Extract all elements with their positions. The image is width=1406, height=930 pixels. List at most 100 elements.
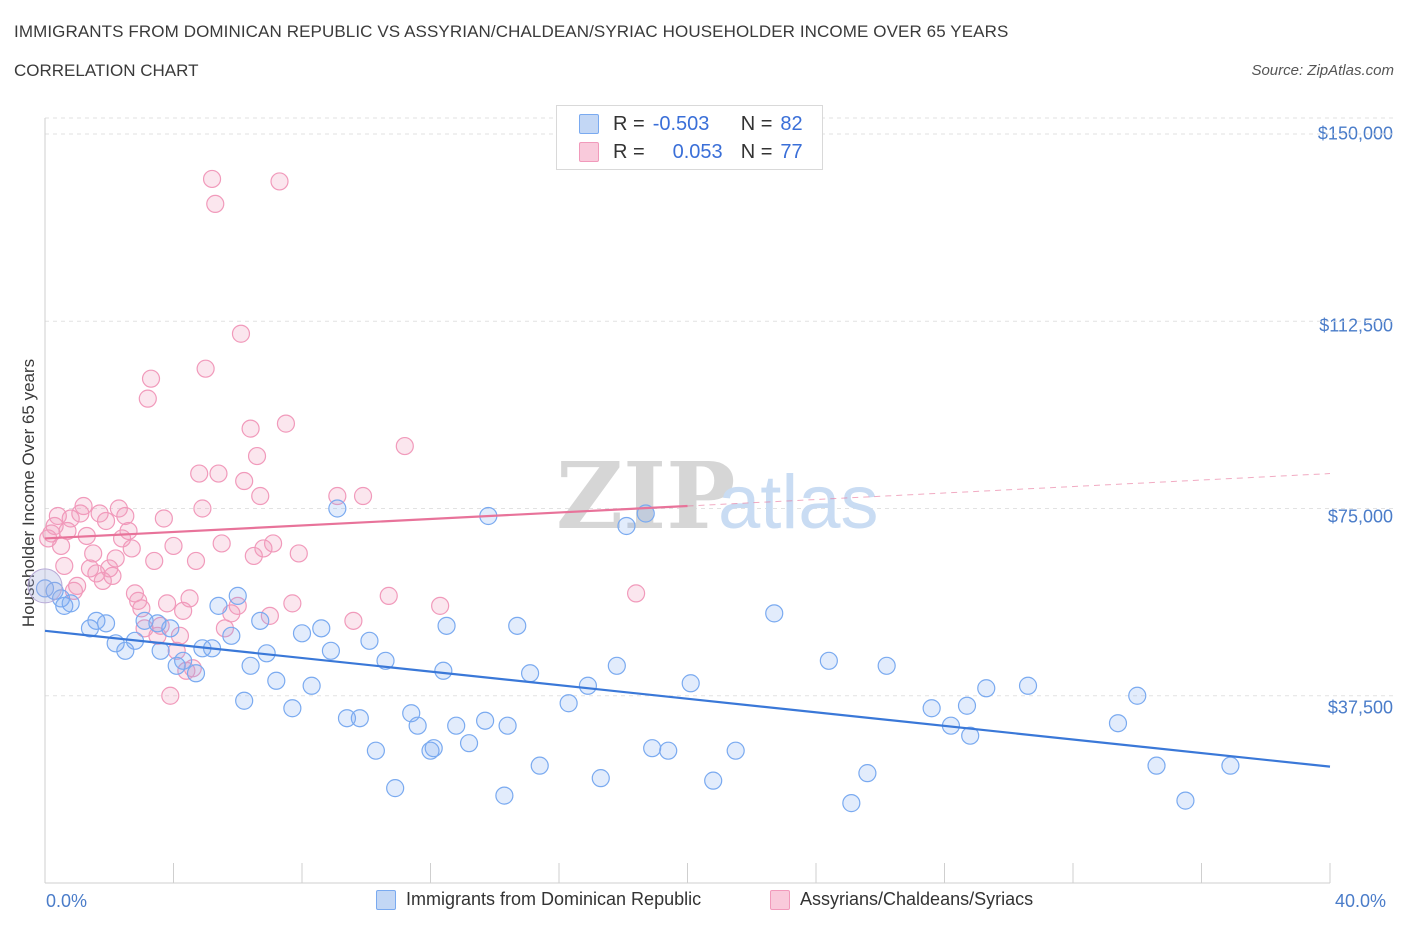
data-point-blue: [459, 734, 479, 753]
data-point-blue: [292, 624, 312, 643]
data-point-pink: [289, 544, 308, 563]
data-point-pink: [122, 539, 141, 558]
data-point-blue: [877, 656, 896, 675]
data-point-blue: [424, 739, 443, 758]
data-point-pink: [180, 589, 199, 608]
legend-row-blue: R = -0.503 N = 82: [579, 111, 803, 137]
data-point-blue: [116, 641, 135, 660]
data-point-pink: [251, 486, 270, 506]
data-point-pink: [254, 539, 273, 558]
data-point-pink: [103, 566, 122, 586]
legend-r-label: R =: [613, 112, 645, 135]
data-point-pink: [212, 534, 231, 553]
data-point-blue: [209, 596, 228, 615]
bottom-legend-blue: Immigrants from Dominican Republic: [376, 889, 701, 910]
data-point-blue: [337, 709, 357, 728]
data-point-blue: [681, 674, 700, 693]
legend-n-value: 77: [780, 140, 803, 163]
data-point-blue: [302, 676, 321, 695]
data-point-pink: [270, 172, 289, 191]
legend-swatch-blue: [579, 114, 599, 134]
data-point-pink: [193, 499, 212, 518]
data-point-blue: [1221, 756, 1240, 775]
legend-row-pink: R = 0.053 N = 77: [579, 139, 803, 165]
data-point-pink: [96, 511, 116, 531]
legend-n-label: N =: [740, 112, 773, 135]
legend-r-value: -0.503: [652, 112, 710, 135]
data-point-pink: [353, 486, 373, 506]
chart-title: IMMIGRANTS FROM DOMINICAN REPUBLIC VS AS…: [14, 22, 1009, 41]
data-point-blue: [495, 786, 514, 805]
data-point-pink: [626, 584, 646, 603]
data-point-pink: [215, 619, 234, 638]
data-point-blue: [476, 711, 495, 730]
y-tick-label: $150,000: [1317, 123, 1393, 144]
data-point-blue: [328, 499, 347, 518]
data-point-blue: [659, 741, 678, 760]
data-point-blue: [376, 651, 395, 670]
data-point-pink: [116, 506, 135, 526]
data-point-blue: [498, 716, 517, 735]
data-point-blue: [447, 716, 466, 735]
legend-r-label: R =: [613, 140, 645, 163]
data-point-pink: [55, 556, 74, 576]
legend-n-label: N =: [740, 140, 773, 163]
data-point-pink: [328, 486, 347, 506]
data-point-blue: [591, 769, 610, 788]
data-point-pink: [263, 534, 283, 553]
data-point-blue: [61, 594, 80, 613]
legend-series-name: Immigrants from Dominican Republic: [406, 889, 702, 909]
data-point-blue: [578, 676, 598, 695]
data-point-blue: [222, 626, 241, 645]
data-point-blue: [1108, 714, 1128, 733]
axes: [44, 118, 1331, 884]
data-point-pink: [164, 536, 183, 556]
data-point-blue: [321, 641, 341, 660]
data-point-blue: [161, 619, 180, 638]
data-point-pink: [138, 389, 157, 408]
data-point-blue: [366, 741, 385, 760]
legend-swatch-pink: [579, 142, 599, 162]
data-point-blue: [765, 604, 784, 623]
data-point-pink: [228, 596, 247, 615]
data-points: [27, 169, 1240, 813]
data-point-pink: [157, 594, 177, 613]
watermark-atlas: atlas: [718, 460, 879, 545]
data-point-pink: [167, 641, 186, 660]
data-point-blue: [1147, 756, 1166, 775]
data-point-blue: [437, 616, 456, 635]
watermark-zip: ZIP: [556, 442, 735, 550]
data-point-blue: [408, 716, 427, 735]
data-point-blue: [704, 771, 723, 790]
data-point-blue: [1176, 791, 1195, 810]
data-point-blue: [922, 699, 941, 718]
data-point-blue: [520, 664, 540, 683]
stats-legend: R = -0.503 N = 82 R = 0.053 N = 77: [556, 105, 823, 170]
data-point-pink: [344, 611, 363, 630]
data-point-blue: [842, 794, 861, 813]
y-tick-label: $37,500: [1327, 697, 1393, 718]
trend-line-pink: [44, 504, 688, 540]
data-point-blue: [312, 619, 331, 638]
x-tick-label-max: 40.0%: [1335, 891, 1387, 911]
data-point-blue: [819, 651, 838, 670]
data-point-pink: [196, 359, 215, 378]
data-point-pink: [209, 464, 228, 483]
data-point-blue: [251, 611, 270, 630]
data-point-blue: [957, 696, 977, 715]
data-point-pink: [241, 419, 260, 438]
legend-r-value: 0.053: [672, 140, 723, 163]
data-point-cluster: [27, 568, 63, 604]
data-point-pink: [119, 521, 138, 541]
data-point-blue: [174, 651, 193, 670]
data-point-blue: [1128, 686, 1147, 705]
grid-lines: [45, 117, 1394, 697]
data-point-blue: [151, 641, 170, 660]
data-point-blue: [267, 671, 286, 690]
data-point-pink: [84, 544, 103, 563]
chart-subtitle: CORRELATION CHART: [14, 61, 199, 80]
data-point-pink: [68, 576, 87, 595]
data-point-pink: [283, 594, 302, 613]
data-point-pink: [231, 324, 251, 343]
data-point-pink: [247, 446, 267, 466]
